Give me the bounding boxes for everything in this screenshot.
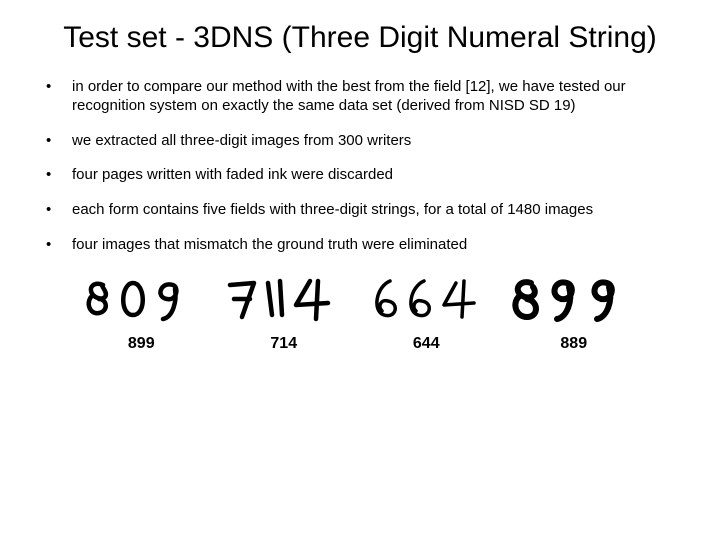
bullet-item: each form contains five fields with thre… — [40, 201, 680, 220]
handwritten-image-1 — [224, 271, 344, 327]
sample-1: 714 — [224, 271, 344, 353]
sample-2: 644 — [366, 271, 486, 353]
handwritten-image-0 — [81, 271, 201, 327]
bullet-list: in order to compare our method with the … — [40, 78, 680, 255]
handwriting-samples-row: 899 714 — [70, 271, 650, 353]
handwritten-image-2 — [366, 271, 486, 327]
sample-3: 889 — [509, 271, 639, 353]
bullet-item: we extracted all three-digit images from… — [40, 132, 680, 151]
bullet-item: four images that mismatch the ground tru… — [40, 236, 680, 255]
bullet-item: four pages written with faded ink were d… — [40, 166, 680, 185]
ground-truth-2: 644 — [413, 335, 440, 353]
bullet-item: in order to compare our method with the … — [40, 78, 680, 116]
ground-truth-1: 714 — [270, 335, 297, 353]
ground-truth-3: 889 — [560, 335, 587, 353]
ground-truth-0: 899 — [128, 335, 155, 353]
sample-0: 899 — [81, 271, 201, 353]
slide-title: Test set - 3DNS (Three Digit Numeral Str… — [40, 20, 680, 56]
handwritten-image-3 — [509, 271, 639, 327]
